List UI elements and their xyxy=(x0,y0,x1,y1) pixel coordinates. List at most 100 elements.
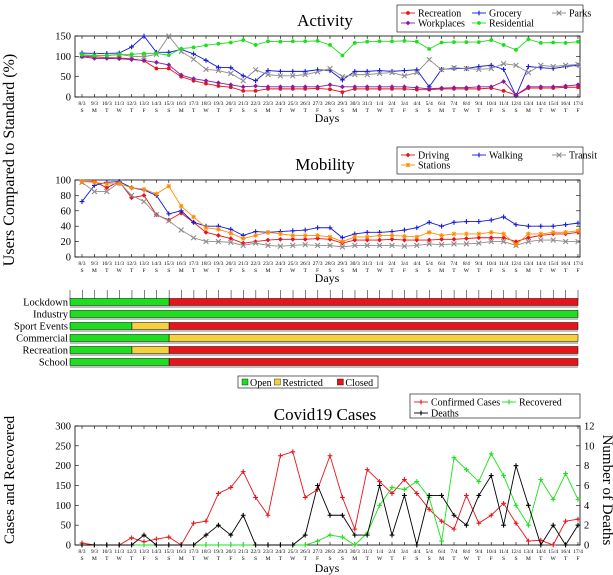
covid-point xyxy=(290,542,296,548)
mobility-point xyxy=(575,220,581,226)
mobility-point xyxy=(228,236,234,241)
mobility-point xyxy=(501,214,506,220)
timeline-bar-open xyxy=(69,322,133,330)
covid-point xyxy=(526,502,531,508)
mobility-point xyxy=(488,238,494,245)
activity-xtick-day: M xyxy=(266,108,271,114)
mobility-legend-label: Stations xyxy=(418,161,450,172)
activity-point xyxy=(302,71,308,78)
mobility-point xyxy=(513,239,519,244)
mobility-point xyxy=(439,236,444,242)
covid-point xyxy=(302,532,308,538)
activity-xtick-date: 3/4 xyxy=(401,101,408,107)
activity-legend-label: Recreation xyxy=(418,9,461,20)
activity-point xyxy=(427,47,432,51)
mobility-point xyxy=(104,185,110,191)
mobility-ytick-label: 100 xyxy=(55,176,71,187)
mobility-xtick-day: S xyxy=(167,268,170,274)
timeline-bar-open xyxy=(69,346,133,354)
mobility-point xyxy=(526,235,531,241)
covid-xtick-date: 14/4 xyxy=(536,549,546,555)
mobility-xtick-date: 23/3 xyxy=(263,261,273,267)
covid-xtick-date: 23/3 xyxy=(263,549,273,555)
covid-xtick-date: 5/4 xyxy=(426,549,433,555)
covid-point xyxy=(327,453,333,459)
mobility-point xyxy=(278,231,283,237)
activity-point xyxy=(550,84,556,90)
activity-xtick-date: 29/3 xyxy=(337,101,347,107)
activity-xtick-day: T xyxy=(365,108,369,114)
covid-point xyxy=(290,449,296,455)
covid-point xyxy=(389,532,395,538)
activity-point xyxy=(327,82,333,88)
activity-xtick-day: F xyxy=(316,108,319,114)
covid-xtick-day: T xyxy=(365,556,369,562)
covid-xtick-day: S xyxy=(428,556,431,562)
mobility-point xyxy=(550,223,556,229)
mobility-ytick-label: 80 xyxy=(61,191,72,202)
mobility-xtick-day: W xyxy=(203,268,209,274)
activity-title: Activity xyxy=(297,11,353,30)
activity-point xyxy=(315,38,320,43)
mobility-point xyxy=(464,231,469,237)
covid-point xyxy=(240,542,246,548)
covid-xtick-date: 27/3 xyxy=(313,549,323,555)
mobility-xtick-day: T xyxy=(279,268,283,274)
activity-point xyxy=(451,66,457,71)
mobility-xtick-day: F xyxy=(490,268,493,274)
activity-xtick-date: 23/3 xyxy=(263,101,273,107)
covid-xtick-day: W xyxy=(117,556,123,562)
mobility-point xyxy=(364,229,370,235)
mobility-point xyxy=(141,186,147,192)
activity-xtick-date: 13/4 xyxy=(523,101,533,107)
covid-point xyxy=(488,512,494,518)
covid-point xyxy=(352,542,358,548)
activity-xtick-day: T xyxy=(390,108,394,114)
activity-xtick-day: S xyxy=(167,108,170,114)
activity-point xyxy=(314,68,321,75)
covid-point xyxy=(550,496,556,502)
covid-xtick-date: 6/4 xyxy=(438,549,445,555)
covid-ytick-label: 100 xyxy=(55,501,71,512)
mobility-point xyxy=(290,236,296,242)
covid-xtick-day: M xyxy=(179,556,184,562)
activity-point xyxy=(191,76,196,82)
activity-xtick-day: S xyxy=(415,108,418,114)
covid-point xyxy=(253,542,258,548)
mobility-point xyxy=(166,183,172,189)
covid-xtick-date: 11/3 xyxy=(114,549,124,555)
activity-point xyxy=(439,85,444,91)
mobility-xtick-day: F xyxy=(142,268,145,274)
mobility-point xyxy=(302,233,308,238)
mobility-legend-label: Walking xyxy=(489,151,523,162)
activity-point xyxy=(240,84,246,90)
mobility-point xyxy=(364,242,370,249)
mobility-xtick-date: 1/4 xyxy=(376,261,383,267)
mobility-xtick-day: T xyxy=(452,268,456,274)
activity-point xyxy=(178,72,184,78)
mobility-point xyxy=(402,227,407,233)
mobility-xtick-date: 12/4 xyxy=(511,261,521,267)
mobility-xtick-day: M xyxy=(92,268,97,274)
mobility-point xyxy=(550,229,556,235)
covid-point xyxy=(340,512,345,518)
mobility-point xyxy=(278,236,283,242)
activity-point xyxy=(302,84,308,90)
activity-xtick-date: 12/3 xyxy=(127,101,137,107)
activity-point xyxy=(364,71,370,78)
covid-point xyxy=(203,542,209,548)
activity-xtick-date: 25/3 xyxy=(288,101,298,107)
mobility-point xyxy=(414,237,420,243)
timeline-legend-label: Restricted xyxy=(282,378,323,389)
activity-xtick-day: F xyxy=(142,108,145,114)
activity-point xyxy=(576,85,580,90)
activity-point xyxy=(389,69,395,76)
mobility-xtick-date: 2/4 xyxy=(388,261,395,267)
activity-point xyxy=(538,62,544,69)
covid-frame xyxy=(74,425,581,546)
covid-xtick-date: 17/3 xyxy=(189,549,199,555)
activity-xtick-day: T xyxy=(564,108,568,114)
mobility-ytick-label: 20 xyxy=(61,237,72,248)
covid-point xyxy=(451,512,457,518)
